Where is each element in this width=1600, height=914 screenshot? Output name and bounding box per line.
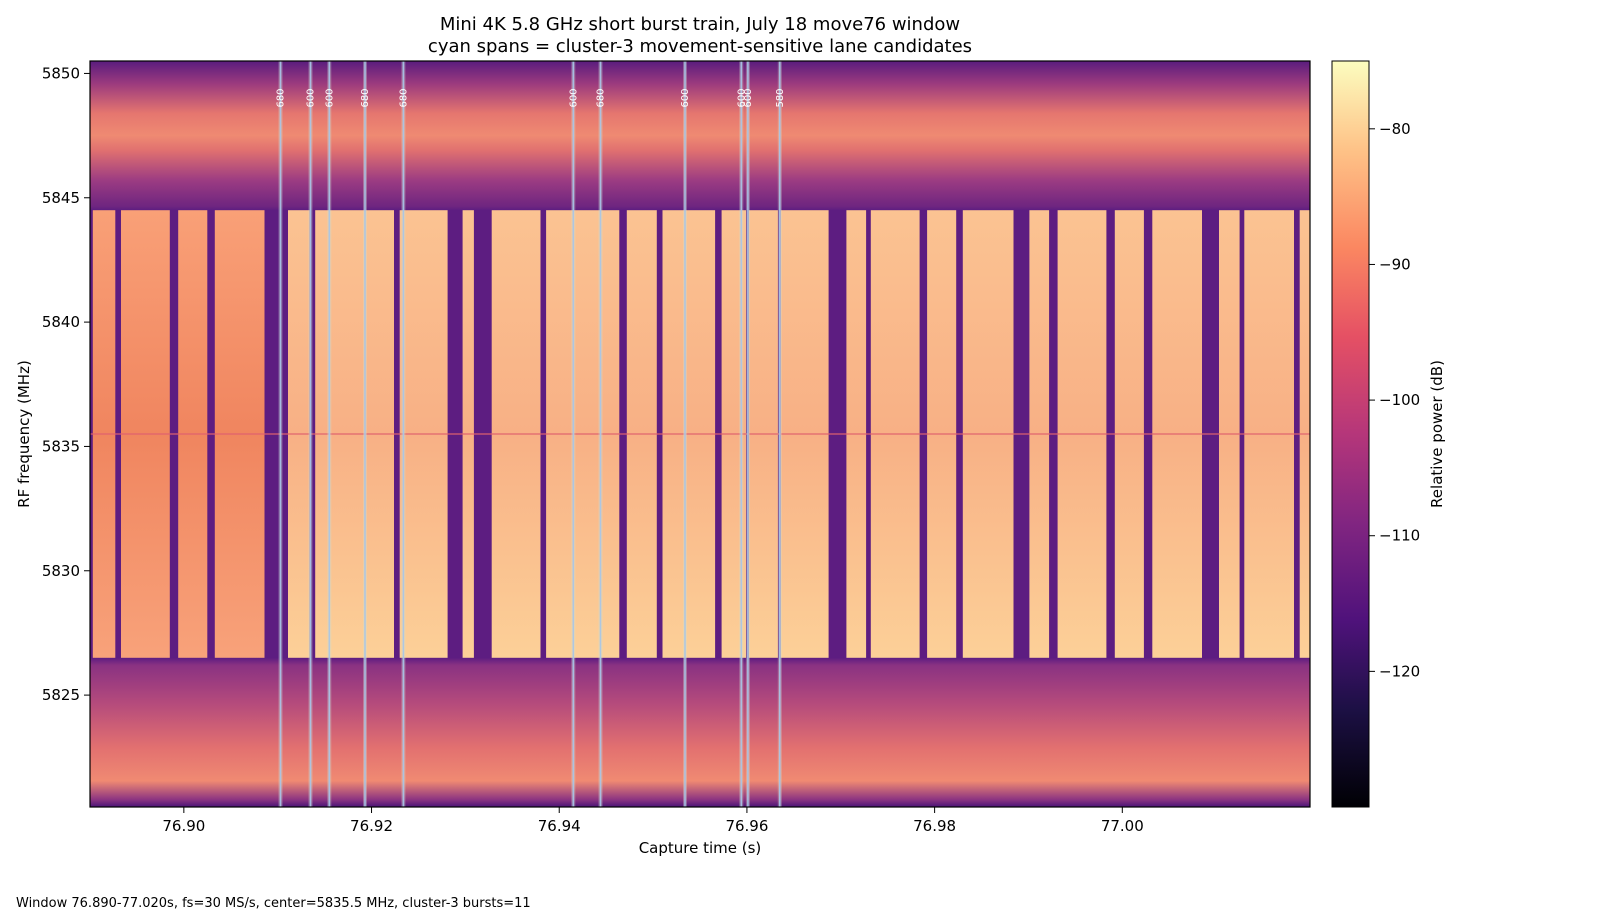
y-tick-label-6: 5850 bbox=[42, 64, 80, 82]
x-axis-label: Capture time (s) bbox=[639, 839, 762, 857]
x-tick-label-2: 76.92 bbox=[350, 817, 393, 835]
x-tick-label-6: 77.00 bbox=[1101, 817, 1144, 835]
colorbar-tick-label-5: −120 bbox=[1379, 662, 1420, 680]
cyan-span-label-9: 600 bbox=[736, 88, 747, 107]
chart-titles: Mini 4K 5.8 GHz short burst train, July … bbox=[428, 14, 972, 57]
cyan-span-label-5: 680 bbox=[398, 88, 409, 107]
cyan-span-label-6: 600 bbox=[568, 88, 579, 107]
y-tick-label-2: 5830 bbox=[42, 562, 80, 580]
y-tick-label-3: 5835 bbox=[42, 437, 80, 455]
chart-subtitle: cyan spans = cluster-3 movement-sensitiv… bbox=[428, 36, 972, 57]
cyan-span-label-8: 600 bbox=[680, 88, 691, 107]
y-axis-label: RF frequency (MHz) bbox=[15, 360, 33, 508]
x-axis-ticks: 76.90 76.92 76.94 76.96 76.98 77.00 bbox=[162, 807, 1144, 835]
y-axis-ticks: 5825 5830 5835 5840 5845 5850 bbox=[42, 64, 90, 704]
x-tick-label-4: 76.96 bbox=[725, 817, 768, 835]
y-tick-label-4: 5840 bbox=[42, 313, 80, 331]
colorbar-gradient bbox=[1331, 60, 1370, 808]
cyan-span-label-4: 680 bbox=[360, 88, 371, 107]
y-tick-label-5: 5845 bbox=[42, 189, 80, 207]
x-tick-label-1: 76.90 bbox=[162, 817, 205, 835]
chart-title: Mini 4K 5.8 GHz short burst train, July … bbox=[440, 14, 960, 35]
cyan-span-label-1: 680 bbox=[276, 88, 287, 107]
colorbar: −80 −90 −100 −110 −120 Relative power (dB) bbox=[1331, 60, 1446, 808]
footer-caption: Window 76.890-77.020s, fs=30 MS/s, cente… bbox=[16, 896, 531, 911]
cyan-span-label-11: 580 bbox=[775, 88, 786, 107]
colorbar-tick-label-3: −100 bbox=[1379, 391, 1420, 409]
colorbar-ticks: −80 −90 −100 −110 −120 bbox=[1369, 120, 1420, 680]
cyan-span-label-10: 600 bbox=[743, 88, 754, 107]
colorbar-label: Relative power (dB) bbox=[1428, 360, 1446, 508]
x-tick-label-3: 76.94 bbox=[538, 817, 581, 835]
cyan-span-label-7: 680 bbox=[596, 88, 607, 107]
cyan-span-label-3: 600 bbox=[324, 88, 335, 107]
y-tick-label-1: 5825 bbox=[42, 686, 80, 704]
colorbar-tick-label-2: −90 bbox=[1379, 255, 1411, 273]
cyan-span-label-2: 600 bbox=[306, 88, 317, 107]
colorbar-tick-label-1: −80 bbox=[1379, 120, 1411, 138]
x-tick-label-5: 76.98 bbox=[913, 817, 956, 835]
plot-frame bbox=[89, 60, 1311, 808]
colorbar-tick-label-4: −110 bbox=[1379, 527, 1420, 545]
